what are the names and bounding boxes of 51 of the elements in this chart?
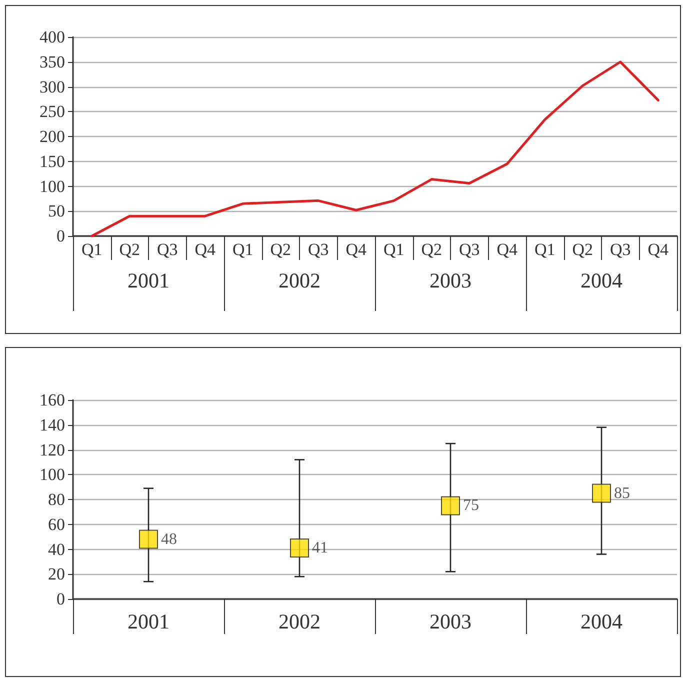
y-tick-label: 40 (48, 540, 65, 559)
y-tick-label: 20 (48, 564, 65, 584)
x-tick-label: Q1 (232, 240, 254, 259)
x-tick-label: Q3 (610, 240, 631, 259)
x-tick-label: Q1 (383, 240, 404, 259)
point (441, 496, 460, 516)
x-tick-label: Q2 (119, 240, 140, 259)
y-tick-label: 60 (48, 514, 65, 534)
x-tick-label: Q2 (421, 240, 442, 259)
x-tick-label: Q3 (308, 240, 329, 259)
x-tick-label: 2002 (278, 610, 320, 634)
y-tick-label: 300 (40, 77, 65, 96)
y-tick-label: 0 (56, 590, 65, 608)
y-tick-label: 0 (56, 226, 65, 246)
x-tick-label: Q3 (156, 240, 178, 259)
x-tick-label: Q4 (346, 240, 368, 259)
line-series (90, 60, 660, 238)
y-tick-label: 250 (40, 102, 65, 122)
y-tick-label: 400 (40, 28, 65, 46)
x-tick-label: Q1 (81, 240, 102, 259)
y-tick-label: 100 (40, 176, 65, 196)
y-tick-label: 160 (40, 390, 65, 410)
x-tick-label: Q4 (194, 240, 216, 259)
x-tick-label: Q1 (534, 240, 556, 259)
y-tick-label: 100 (40, 465, 65, 484)
y-tick-label: 150 (40, 152, 65, 171)
x-tick-label: Q4 (648, 240, 670, 259)
data-label: 85 (614, 484, 630, 502)
data-label: 75 (463, 497, 479, 514)
y-tick-label: 120 (40, 440, 65, 460)
y-tick-label: 50 (48, 202, 65, 221)
point (290, 538, 309, 558)
text: 2001 (128, 268, 170, 292)
y-tick-label: 350 (40, 52, 65, 72)
text: 2003 (430, 268, 472, 292)
x-tick-label: Q2 (572, 240, 594, 259)
x-tick-label: Q4 (496, 240, 518, 259)
x-tick-label: Q2 (270, 240, 292, 259)
text: 2004 (580, 268, 623, 292)
x-tick-label: 2001 (128, 610, 170, 634)
y-tick-label: 80 (48, 490, 65, 509)
x-tick-label: 2004 (580, 610, 623, 634)
data-label: 48 (161, 530, 177, 548)
point (592, 484, 611, 503)
data-label: 41 (312, 540, 328, 557)
point (139, 530, 158, 549)
text: 2002 (278, 268, 320, 292)
x-tick-label: Q3 (458, 240, 480, 259)
x-tick-label: 2003 (430, 610, 472, 634)
y-tick-label: 140 (40, 415, 65, 434)
y-tick-label: 200 (40, 127, 65, 146)
